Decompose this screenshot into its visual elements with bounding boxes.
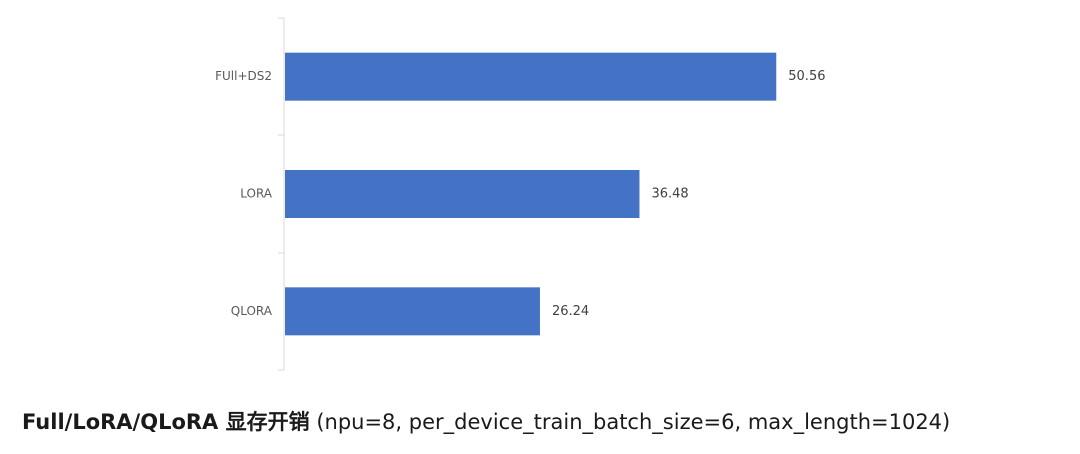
bar [285, 287, 540, 336]
bar [285, 170, 640, 218]
data-label: 36.48 [651, 187, 688, 202]
bar [285, 52, 777, 101]
y-tick-label: LORA [240, 187, 273, 201]
data-label: 26.24 [552, 304, 589, 319]
caption: Full/LoRA/QLoRA 显存开销 (npu=8, per_device_… [22, 410, 950, 435]
y-tick-label: QLORA [231, 304, 273, 318]
chart-title: Full/LoRA/QLoRA 显存开销 [22, 410, 310, 434]
data-label: 50.56 [788, 69, 825, 84]
y-tick-label: FUll+DS2 [215, 69, 272, 83]
chart-subtitle: (npu=8, per_device_train_batch_size=6, m… [316, 410, 950, 435]
